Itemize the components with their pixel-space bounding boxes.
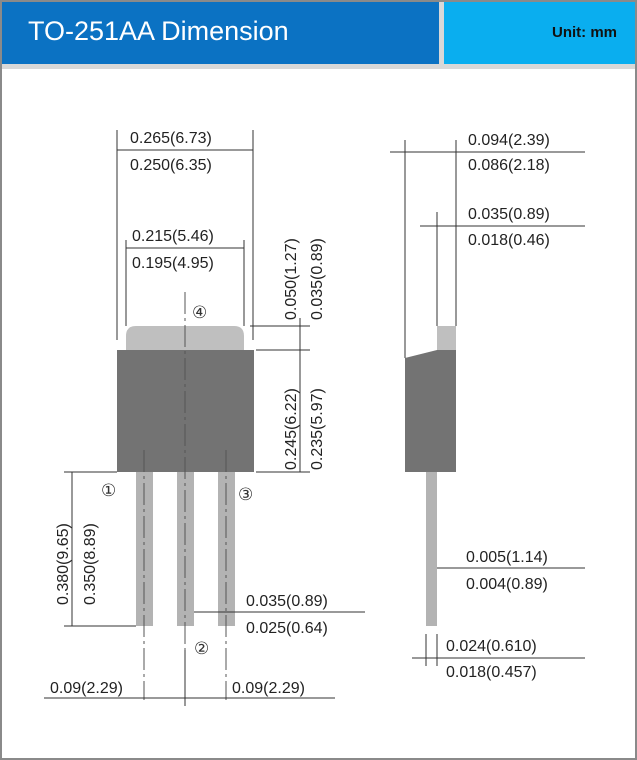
header-title-bar: TO-251AA Dimension — [2, 2, 444, 64]
thickness-max: 0.094(2.39) — [468, 132, 550, 149]
lead-width-min: 0.025(0.64) — [246, 620, 328, 637]
drawing-area — [2, 69, 635, 758]
page-title: TO-251AA Dimension — [28, 16, 289, 46]
tab-width-max: 0.215(5.46) — [132, 228, 214, 245]
lead-width-max: 0.035(0.89) — [246, 593, 328, 610]
pitch-left: 0.09(2.29) — [50, 680, 123, 697]
overall-width-min: 0.250(6.35) — [130, 157, 212, 174]
side-tab-shape — [437, 326, 456, 350]
lead-bend-min: 0.004(0.89) — [466, 576, 548, 593]
overall-width-max: 0.265(6.73) — [130, 130, 212, 147]
front-view: 0.265(6.73) 0.250(6.35) 0.215(5.46) 0.19… — [44, 130, 365, 706]
lead-length-max: 0.380(9.65) — [55, 523, 72, 605]
lead-bend-max: 0.005(1.14) — [466, 549, 548, 566]
lead-thickness-max: 0.024(0.610) — [446, 638, 537, 655]
pin-2-label: ② — [194, 639, 209, 659]
pin-1-label: ① — [101, 481, 116, 501]
lead-thickness-min: 0.018(0.457) — [446, 664, 537, 681]
pin-3-label: ③ — [238, 485, 253, 505]
tab-thickness-min: 0.018(0.46) — [468, 232, 550, 249]
tab-height-max: 0.050(1.27) — [283, 238, 300, 320]
header-divider — [2, 64, 635, 69]
unit-label: Unit: mm — [552, 24, 617, 41]
body-height-min: 0.235(5.97) — [309, 388, 326, 470]
lead-length-min: 0.350(8.89) — [82, 523, 99, 605]
body-height-max: 0.245(6.22) — [283, 388, 300, 470]
tab-thickness-max: 0.035(0.89) — [468, 206, 550, 223]
pin-4-label: ④ — [192, 303, 207, 323]
side-view: 0.094(2.39) 0.086(2.18) 0.035(0.89) 0.01… — [390, 132, 585, 681]
thickness-min: 0.086(2.18) — [468, 157, 550, 174]
side-body-shape — [405, 350, 456, 472]
header-unit-bar: Unit: mm — [444, 2, 635, 64]
tab-height-min: 0.035(0.89) — [309, 238, 326, 320]
pitch-right: 0.09(2.29) — [232, 680, 305, 697]
tab-width-min: 0.195(4.95) — [132, 255, 214, 272]
side-lead-shape — [426, 472, 437, 626]
